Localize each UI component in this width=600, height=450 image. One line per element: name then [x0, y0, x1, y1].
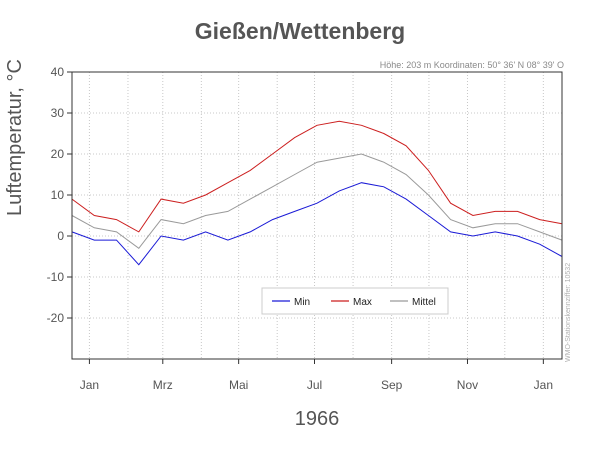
y-tick-label: 10 [51, 188, 65, 202]
station-info: Höhe: 203 m Koordinaten: 50° 36' N 08° 3… [379, 60, 564, 70]
y-axis: -20 -10 0 10 20 30 40 [47, 65, 72, 325]
x-axis: Jan Mrz Mai Jul Sep Nov Jan [80, 359, 553, 392]
legend-box [261, 287, 449, 315]
plot-frame [71, 71, 563, 360]
x-tick-label: Jan [534, 378, 553, 392]
x-tick-label: Sep [381, 378, 403, 392]
x-tick-label: Jan [80, 378, 99, 392]
series-lines [71, 120, 563, 266]
y-tick-label: -20 [47, 311, 65, 325]
grid-lines [72, 71, 562, 359]
y-tick-label: 40 [51, 65, 65, 79]
x-tick-label: Mai [229, 378, 248, 392]
legend-label: Min [294, 297, 310, 308]
legend: Min Max Mittel [261, 287, 449, 315]
legend-label: Mittel [412, 297, 436, 308]
y-tick-label: 30 [51, 106, 65, 120]
x-tick-label: Nov [457, 378, 478, 392]
legend-label: Max [353, 297, 372, 308]
y-tick-label: 20 [51, 147, 65, 161]
series-line-min [71, 182, 563, 266]
chart-title: Gießen/Wettenberg [194, 18, 406, 44]
series-line-max [71, 120, 563, 233]
x-tick-label: Mrz [153, 378, 173, 392]
x-axis-label: 1966 [294, 408, 340, 430]
y-tick-label: 0 [57, 229, 64, 243]
series-line-mittel [71, 153, 563, 249]
y-tick-label: -10 [47, 270, 65, 284]
x-tick-label: Jul [307, 378, 322, 392]
